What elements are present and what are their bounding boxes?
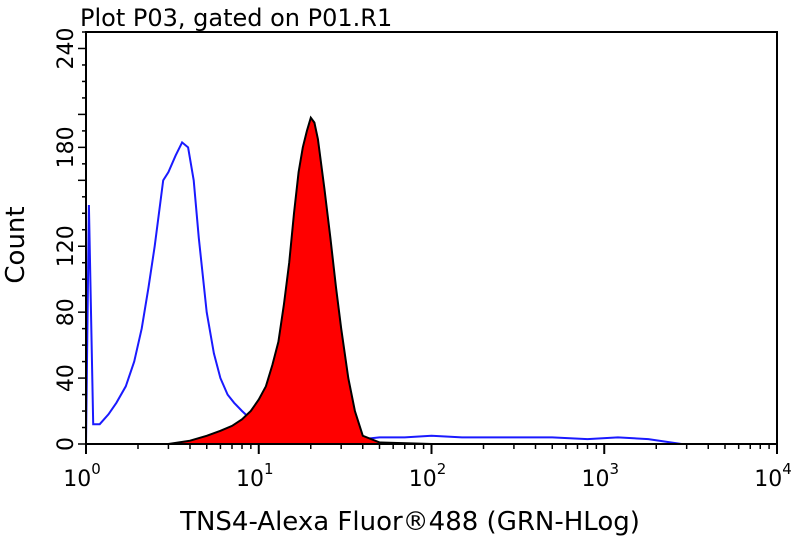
x-tick-label: 104 xyxy=(754,460,792,492)
x-tick-label: 103 xyxy=(581,460,619,492)
y-tick-label: 120 xyxy=(54,225,79,267)
series-filled-histogram xyxy=(86,115,777,445)
series-layer xyxy=(85,115,777,445)
x-tick-label: 100 xyxy=(63,460,101,492)
series-outline-histogram xyxy=(85,140,682,445)
y-tick-label: 40 xyxy=(54,364,79,392)
x-tick-label: 102 xyxy=(409,460,447,492)
y-axis-title: Count xyxy=(1,206,31,283)
chart-title: Plot P03, gated on P01.R1 xyxy=(80,4,392,32)
x-tick-label: 101 xyxy=(236,460,274,492)
y-tick-label: 240 xyxy=(54,28,79,70)
y-axis-ticks: 0 40 80 120 180 240 xyxy=(54,28,86,451)
y-tick-label: 80 xyxy=(54,298,79,326)
plot-frame xyxy=(85,31,778,445)
x-axis-title: TNS4-Alexa Fluor®488 (GRN-HLog) xyxy=(179,507,640,537)
x-axis-ticks: 100 101 102 103 104 xyxy=(63,444,792,492)
y-tick-label: 0 xyxy=(54,437,79,451)
y-tick-label: 180 xyxy=(54,126,79,168)
